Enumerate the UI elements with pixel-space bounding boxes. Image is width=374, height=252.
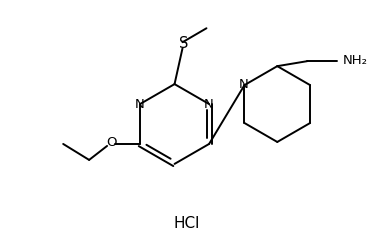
- Text: O: O: [106, 136, 116, 149]
- Text: N: N: [204, 98, 214, 111]
- Text: S: S: [179, 36, 188, 51]
- Text: NH₂: NH₂: [343, 54, 368, 67]
- Text: N: N: [239, 78, 248, 91]
- Text: N: N: [135, 98, 145, 111]
- Text: HCl: HCl: [173, 216, 200, 231]
